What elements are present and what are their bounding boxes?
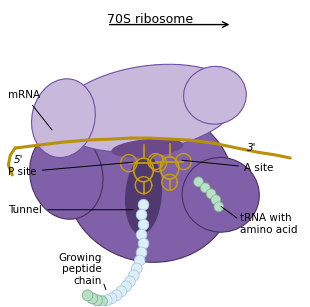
Text: chain: chain [74,276,102,286]
Text: A site: A site [182,160,273,173]
Circle shape [111,290,122,301]
Circle shape [214,202,224,212]
Circle shape [106,293,117,304]
Text: P site: P site [8,162,133,177]
Circle shape [116,286,126,297]
Ellipse shape [66,107,234,262]
Circle shape [206,189,216,199]
Ellipse shape [184,66,246,124]
Circle shape [138,238,149,249]
Text: amino acid: amino acid [240,225,298,235]
Text: mRNA: mRNA [8,90,52,130]
Circle shape [136,209,147,220]
Circle shape [201,183,210,193]
Text: Growing: Growing [59,253,102,262]
Circle shape [97,296,107,307]
Circle shape [136,247,147,258]
Text: peptide: peptide [62,264,102,274]
Ellipse shape [125,155,162,235]
Circle shape [134,255,145,266]
Circle shape [121,281,131,292]
Ellipse shape [182,157,259,232]
Ellipse shape [32,79,95,157]
Circle shape [138,199,149,210]
Circle shape [131,263,142,274]
Ellipse shape [29,130,103,219]
Ellipse shape [56,64,238,152]
Circle shape [102,295,112,306]
Text: 70S ribosome: 70S ribosome [107,13,193,26]
Text: 3': 3' [247,143,256,153]
Text: 5': 5' [13,155,23,165]
Circle shape [194,177,203,187]
Circle shape [129,270,139,281]
Circle shape [211,195,221,205]
Text: Tunnel: Tunnel [8,205,133,215]
Circle shape [125,276,135,287]
Circle shape [138,219,149,230]
Circle shape [87,293,98,304]
Circle shape [92,295,103,306]
Text: tRNA with: tRNA with [240,213,292,223]
Circle shape [82,290,93,301]
Circle shape [136,229,147,240]
Ellipse shape [111,138,184,157]
